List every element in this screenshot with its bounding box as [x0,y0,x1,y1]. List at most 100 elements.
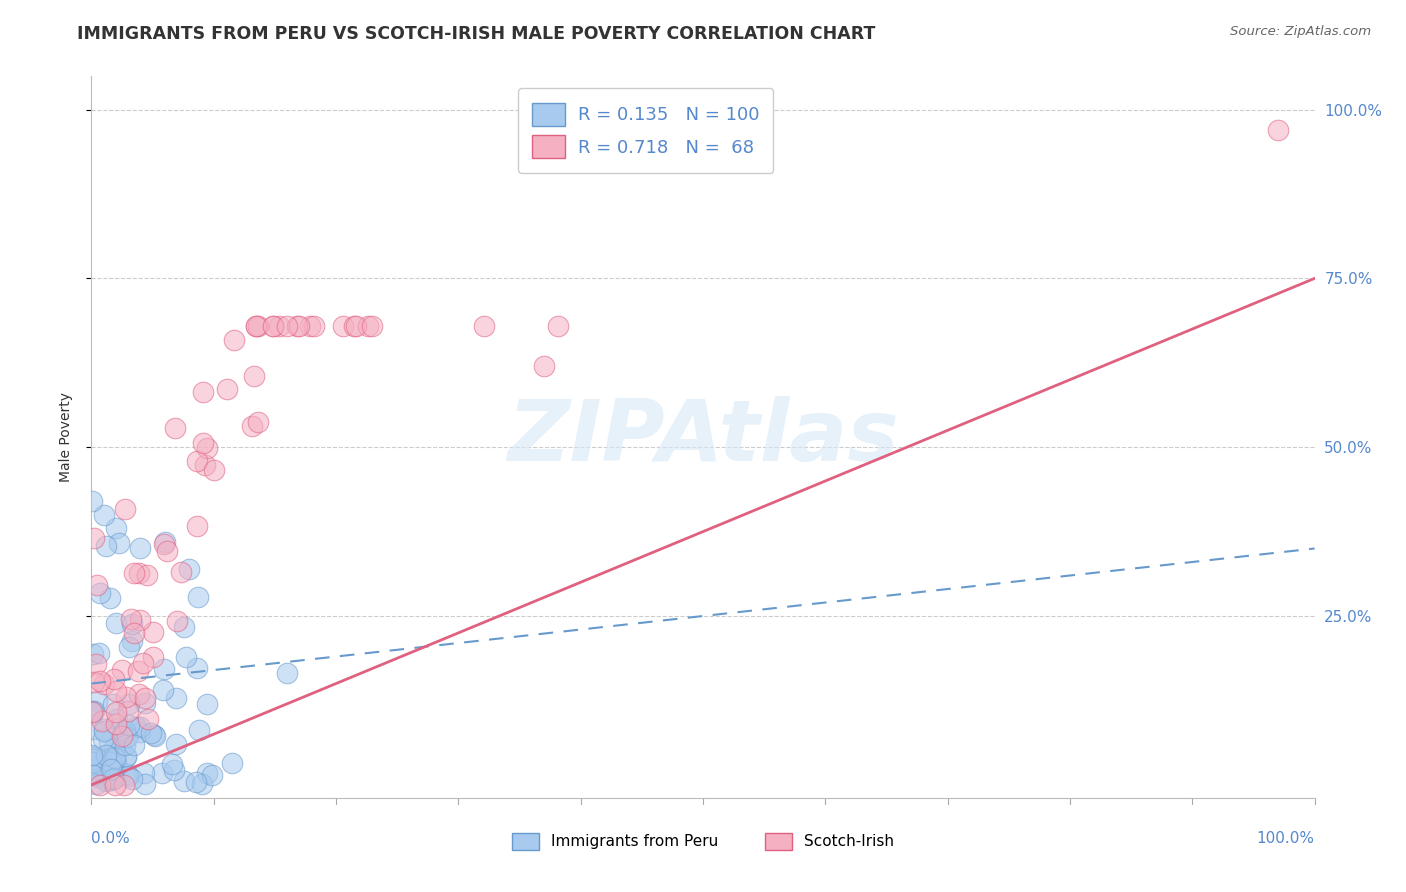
Point [103,672,125,686]
Point [153,537,176,551]
Point [128,687,150,701]
Point [82,705,104,719]
Point [117,769,139,783]
Point [153,534,176,549]
Point [80,494,103,508]
Point [201,768,224,782]
Point [94,772,117,786]
Point [86,694,108,708]
Point [357,318,380,333]
Point [105,616,128,631]
Point [361,318,384,333]
Point [100,755,122,769]
Point [288,318,311,333]
Point [142,625,165,640]
Point [117,640,139,655]
Point [547,318,569,333]
Point [82,705,104,719]
Point [195,697,218,711]
Point [114,748,136,763]
Point [136,712,159,726]
Point [93,723,115,737]
Point [174,650,197,665]
Point [91,714,114,729]
Point [112,778,135,792]
Point [89,586,111,600]
Point [91,731,114,746]
Point [121,772,143,786]
Point [101,772,124,787]
Point [134,697,156,711]
Point [298,318,321,333]
Point [1267,123,1289,137]
Point [107,722,129,736]
Point [111,726,134,740]
Point [93,677,115,691]
Point [105,705,128,719]
Point [127,664,149,678]
Point [179,562,201,576]
Point [111,663,134,677]
Point [87,646,110,660]
Point [105,712,128,726]
Point [98,591,121,605]
Point [100,762,122,776]
Point [86,577,108,591]
Point [80,748,103,763]
Point [150,765,173,780]
Point [104,778,127,792]
Point [134,691,156,706]
Point [121,633,143,648]
Point [191,436,214,450]
Point [121,616,143,631]
Point [134,766,156,780]
Point [101,698,124,712]
Point [128,566,150,581]
Point [103,771,125,785]
Point [472,318,495,333]
Point [128,720,150,734]
Point [83,532,105,546]
Point [344,318,367,333]
Point [82,752,104,766]
Point [94,539,117,553]
Point [87,770,110,784]
Point [122,625,145,640]
Point [107,536,129,550]
Point [215,382,238,396]
Point [262,318,284,333]
Point [82,750,104,764]
Point [186,661,208,675]
Point [117,767,139,781]
Point [153,662,176,676]
Point [93,508,115,522]
Point [80,747,103,762]
Point [94,747,117,762]
Point [124,566,146,580]
Point [242,369,264,384]
Point [173,620,195,634]
Legend: Immigrants from Peru, Scotch-Irish: Immigrants from Peru, Scotch-Irish [506,827,900,855]
Point [262,318,284,333]
Point [166,615,188,629]
Point [82,647,104,661]
Point [100,757,122,772]
Point [202,463,225,477]
Point [276,666,298,681]
Point [117,704,139,718]
Y-axis label: Male Poverty: Male Poverty [59,392,73,482]
Point [221,756,243,770]
Point [129,541,152,556]
Point [114,502,136,516]
Point [142,728,165,742]
Point [136,567,159,582]
Point [186,454,208,468]
Point [195,766,218,780]
Point [190,777,212,791]
Point [129,614,152,628]
Point [143,729,166,743]
Point [285,318,308,333]
Point [84,777,107,791]
Point [104,521,127,535]
Point [118,697,141,711]
